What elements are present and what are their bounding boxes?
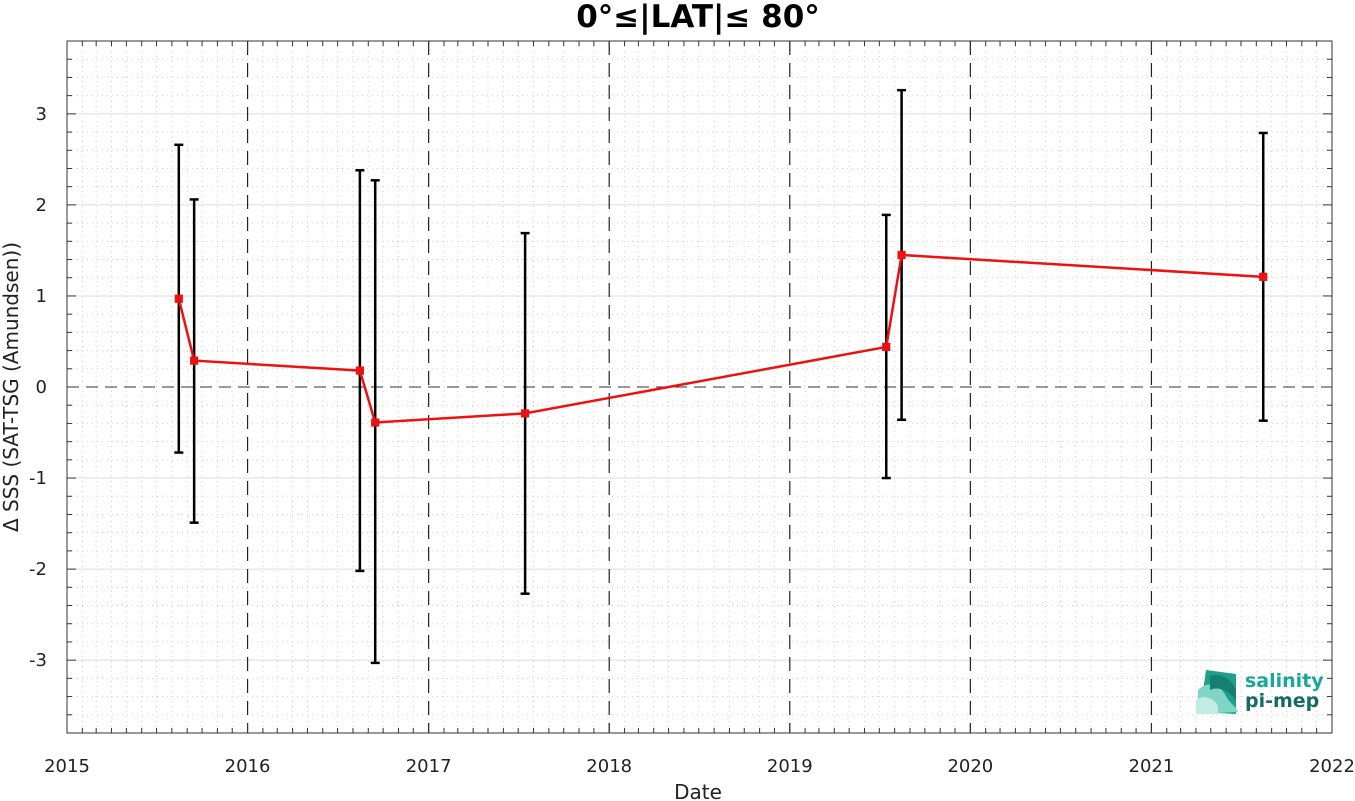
data-point <box>355 366 364 375</box>
x-tick-label: 2016 <box>225 756 271 777</box>
x-tick-label: 2020 <box>947 756 993 777</box>
plot-frame <box>66 40 1333 734</box>
y-tick-label: -3 <box>29 650 47 671</box>
y-tick-label: 3 <box>36 104 47 125</box>
x-tick-label: 2015 <box>44 756 90 777</box>
y-tick-label: -1 <box>29 468 47 489</box>
series-markers <box>174 250 1268 427</box>
axis-ticks <box>66 40 1333 734</box>
data-point <box>190 356 199 365</box>
x-tick-label: 2021 <box>1129 756 1175 777</box>
y-tick-label: 2 <box>36 195 47 216</box>
y-tick-label: 1 <box>36 286 47 307</box>
grid <box>67 40 1332 734</box>
logo-text-pi-mep: pi-mep <box>1245 690 1319 712</box>
data-point <box>897 250 906 260</box>
data-point <box>1259 272 1268 281</box>
data-point <box>371 418 380 427</box>
x-tick-label: 2017 <box>406 756 452 777</box>
logo-text-salinity: salinity <box>1245 670 1324 692</box>
data-point <box>174 294 183 303</box>
salinity-pi-mep-logo: salinity pi-mep <box>1196 670 1324 714</box>
logo-wave-icon <box>1196 670 1238 714</box>
data-point <box>882 342 891 352</box>
x-axis-label: Date <box>674 780 722 801</box>
data-point <box>521 409 530 418</box>
y-tick-label: -2 <box>29 559 47 580</box>
x-tick-label: 2018 <box>586 756 632 777</box>
x-tick-labels: 2015 2016 2017 2018 2019 2020 2021 2022 <box>44 756 1355 777</box>
chart-title: 0°≤|LAT|≤ 80° <box>576 0 820 35</box>
x-tick-label: 2019 <box>767 756 813 777</box>
x-tick-label: 2022 <box>1309 756 1355 777</box>
y-tick-label: 0 <box>36 377 47 398</box>
y-axis-label: Δ SSS (SAT-TSG (Amundsen)) <box>0 242 23 532</box>
y-tick-labels: -3 -2 -1 0 1 2 3 <box>29 104 47 671</box>
series-line <box>177 253 1264 424</box>
